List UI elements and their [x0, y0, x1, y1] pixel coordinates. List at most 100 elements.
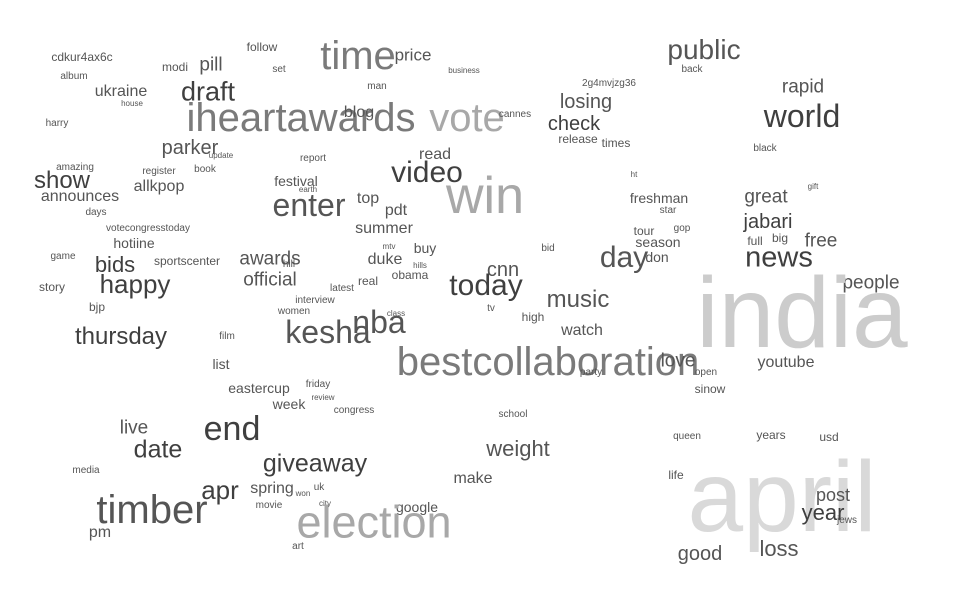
word: game: [50, 251, 76, 262]
word: bids: [94, 252, 136, 277]
word: losing: [559, 91, 613, 113]
word: update: [208, 151, 234, 160]
word: announces: [40, 188, 120, 205]
word: hill: [282, 259, 296, 270]
word: pdt: [384, 202, 408, 219]
word: times: [601, 136, 631, 150]
word: usd: [819, 430, 839, 444]
word: giveaway: [262, 449, 368, 478]
word: year: [801, 500, 845, 525]
word: parker: [161, 137, 219, 159]
word: hotiine: [113, 235, 155, 251]
word: register: [142, 166, 176, 177]
word: man: [367, 81, 387, 92]
word: thursday: [74, 323, 168, 350]
word: party: [579, 367, 603, 378]
word: life: [668, 468, 684, 482]
word: votecongresstoday: [106, 223, 190, 234]
word: years: [756, 428, 786, 442]
word: film: [219, 331, 235, 342]
word: freshman: [629, 190, 689, 206]
word: harry: [45, 118, 69, 129]
word: nba: [352, 304, 406, 340]
word: great: [744, 186, 788, 208]
word: jews: [836, 515, 858, 526]
word: full: [747, 234, 763, 248]
word: rapid: [781, 76, 825, 98]
word: time: [320, 34, 396, 78]
word: season: [635, 234, 681, 250]
word: iheartawards: [186, 96, 416, 140]
word: official: [243, 269, 297, 291]
word: ukraine: [94, 83, 148, 100]
word: city: [319, 499, 331, 508]
word: amazing: [56, 162, 94, 173]
word: big: [771, 231, 789, 245]
word: bjp: [88, 300, 106, 314]
word: album: [60, 71, 88, 82]
word: spring: [250, 480, 294, 497]
word: class: [386, 309, 406, 318]
word: gift: [807, 182, 819, 191]
word: world: [763, 98, 841, 134]
word: awards: [239, 248, 301, 270]
word: follow: [246, 40, 278, 54]
word: movie: [255, 500, 283, 511]
word: business: [448, 66, 480, 75]
word: pill: [199, 54, 223, 76]
word: love: [660, 350, 696, 372]
word: school: [498, 409, 528, 420]
word: enter: [272, 187, 346, 223]
word: election: [296, 496, 452, 548]
word: cannes: [498, 109, 532, 120]
word: ht: [630, 170, 638, 179]
word: public: [667, 34, 741, 65]
word: top: [356, 190, 380, 207]
word: win: [445, 167, 525, 225]
word: sinow: [694, 382, 726, 396]
word: set: [272, 64, 286, 75]
word: black: [753, 143, 777, 154]
word: 2g4mvjzg36: [582, 78, 636, 89]
word: tv: [487, 303, 495, 314]
word: summer: [355, 220, 413, 237]
word: hills: [413, 261, 427, 270]
word: high: [521, 310, 545, 324]
word: vote: [429, 96, 505, 140]
word: draft: [180, 76, 236, 107]
word: earth: [298, 185, 318, 194]
word: uk: [313, 482, 325, 493]
word: free: [804, 230, 838, 252]
word: week: [272, 396, 306, 412]
word: interview: [295, 295, 335, 306]
word: duke: [367, 251, 403, 268]
word: back: [681, 64, 703, 75]
word: pm: [88, 524, 112, 541]
word: show: [33, 167, 91, 194]
word: list: [212, 356, 230, 372]
word: mtv: [382, 242, 396, 251]
word: youtube: [757, 354, 815, 371]
word: bestcollaboration: [396, 340, 700, 384]
word: cnn: [486, 259, 520, 281]
word: book: [194, 164, 216, 175]
word: end: [203, 410, 261, 448]
word: blog: [343, 104, 375, 121]
word: watch: [561, 322, 603, 339]
word: check: [547, 113, 601, 135]
word: star: [659, 205, 677, 216]
word: queen: [673, 431, 701, 442]
word: eastercup: [228, 380, 290, 396]
word: good: [677, 543, 723, 565]
word: obama: [391, 268, 429, 282]
word: allkpop: [133, 178, 185, 195]
word: report: [299, 153, 327, 164]
word: news: [745, 241, 813, 274]
word: people: [842, 272, 900, 294]
word: art: [292, 541, 304, 552]
word: modi: [161, 60, 189, 74]
word: price: [394, 45, 432, 65]
word: make: [453, 470, 493, 487]
word: women: [277, 306, 311, 317]
